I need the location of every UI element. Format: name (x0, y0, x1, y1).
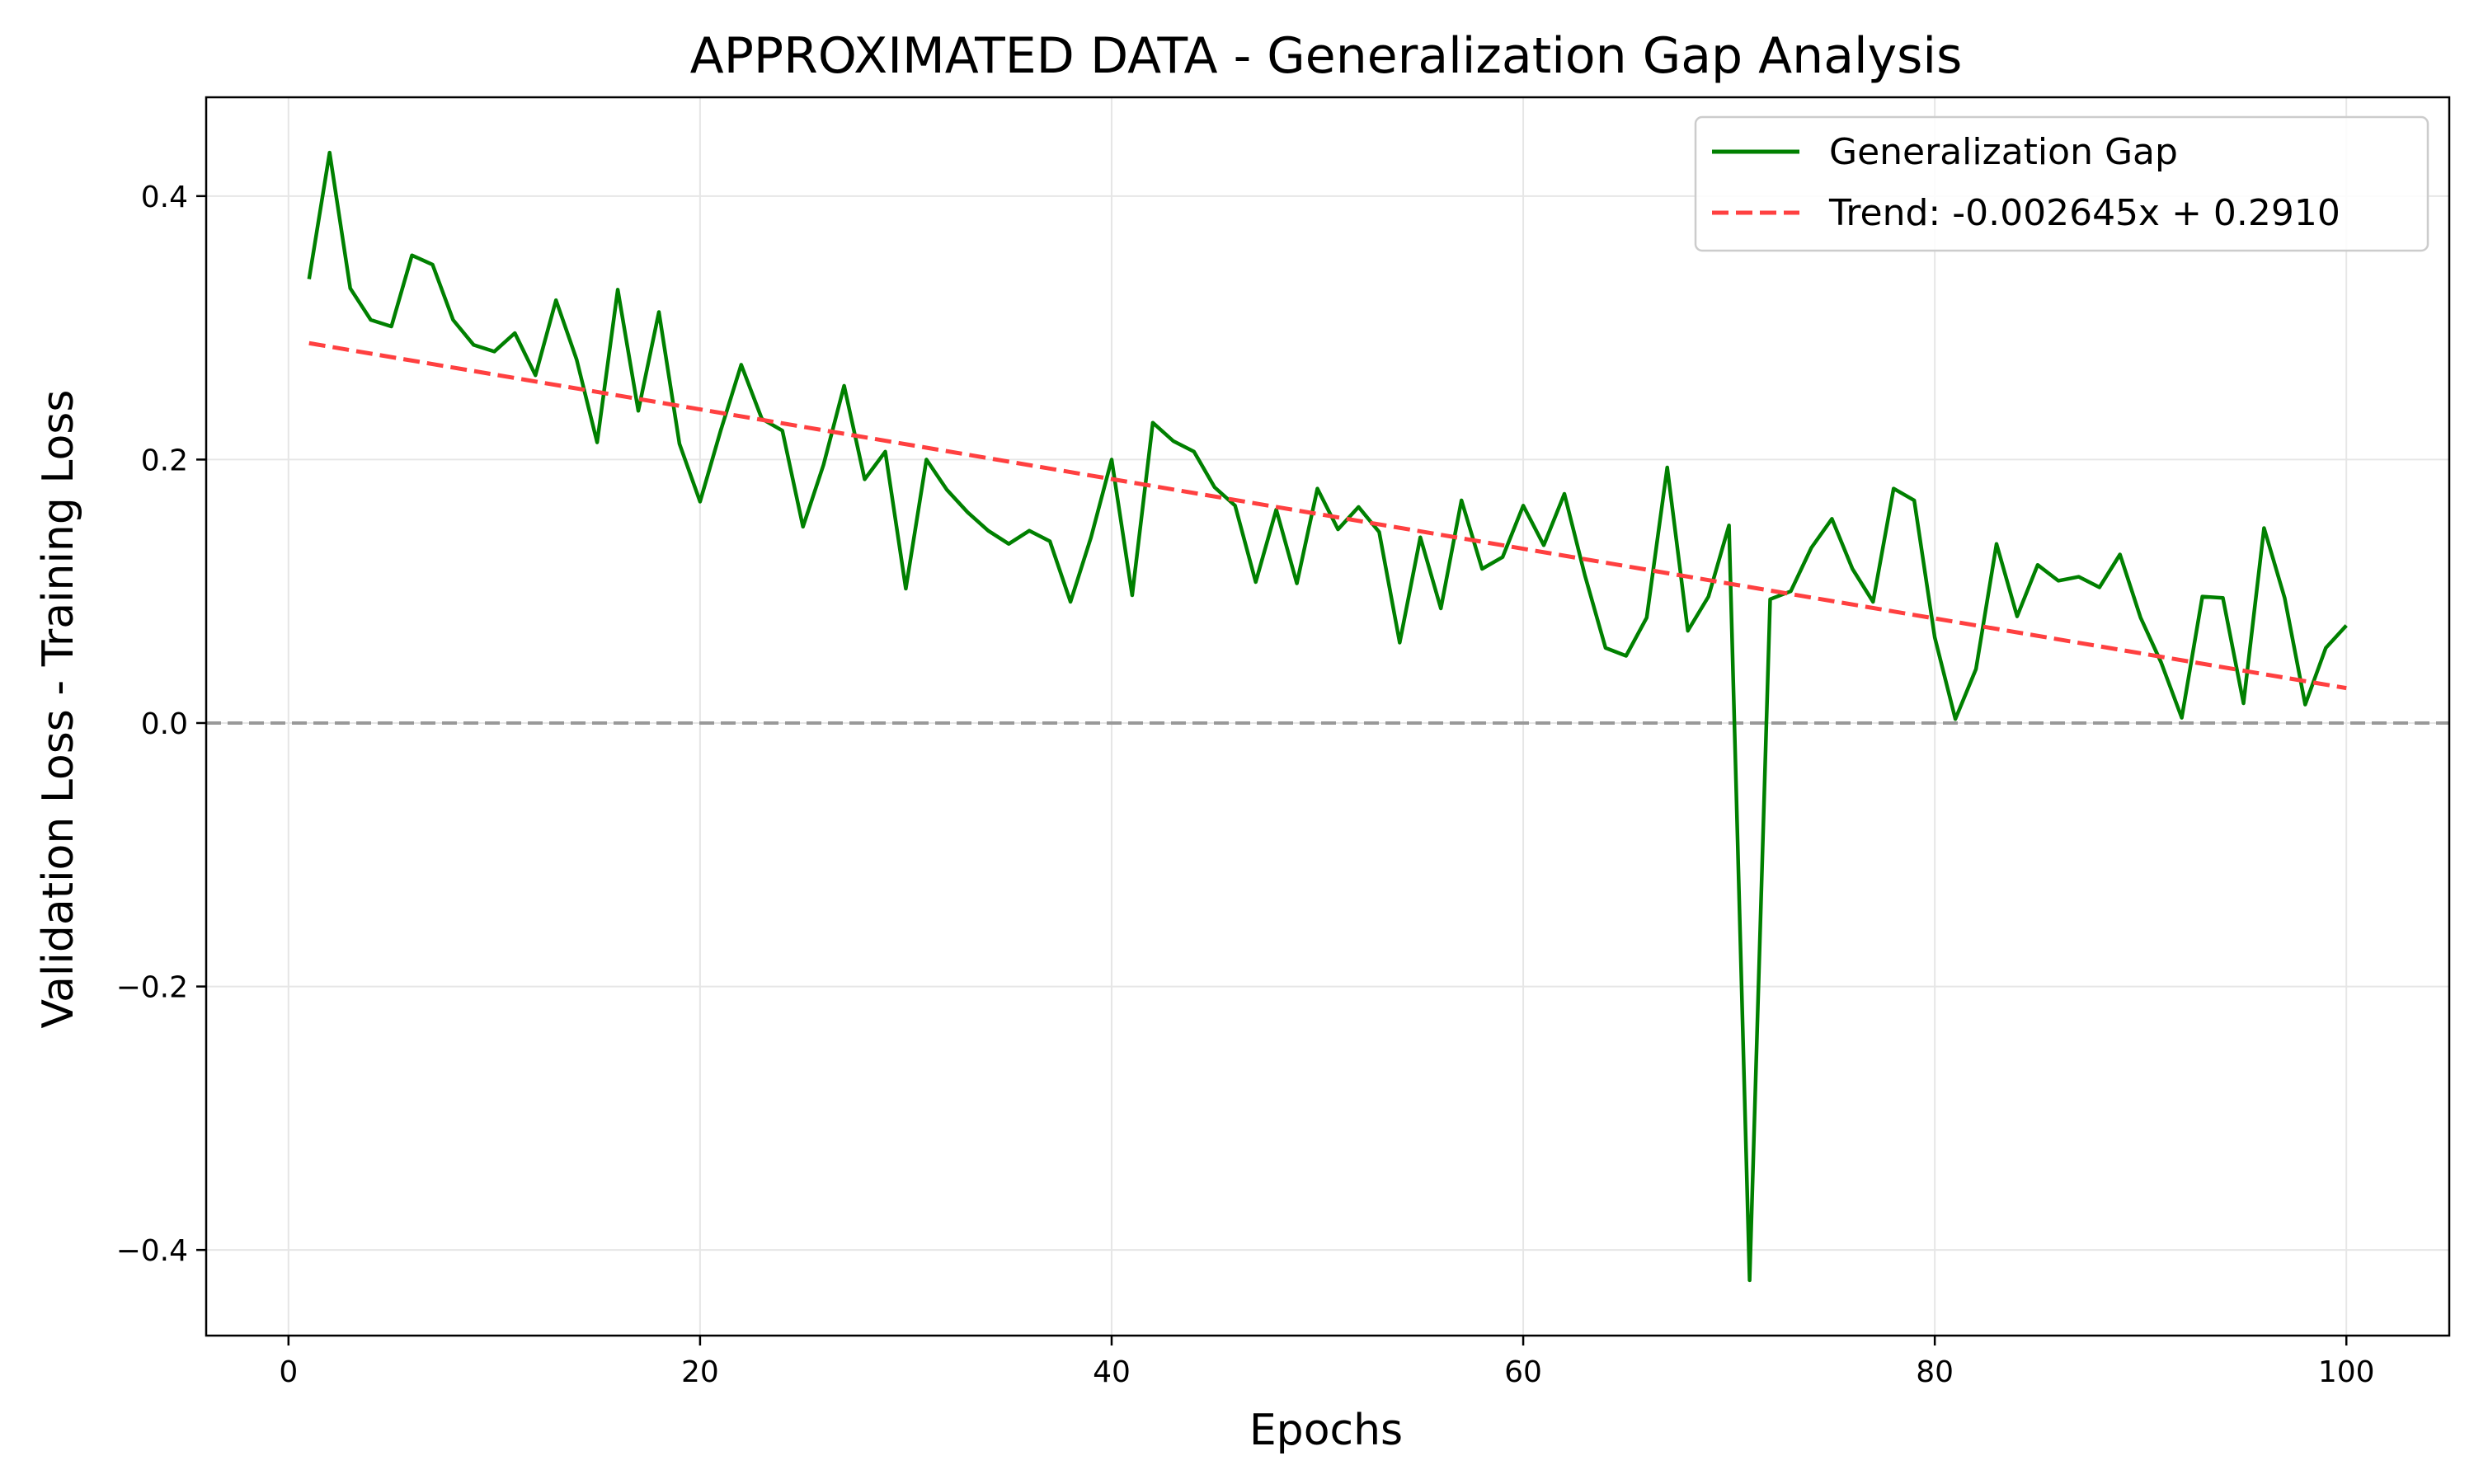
y-tick-label: −0.4 (116, 1234, 188, 1268)
plot-area-frame (205, 96, 2451, 1337)
x-tick-label: 40 (1093, 1355, 1131, 1389)
x-tick-label: 60 (1504, 1355, 1542, 1389)
ticks: 0 20 40 60 80 100 −0.4 −0.2 0.0 0.2 0.4 (116, 181, 2375, 1389)
series-group (307, 150, 2348, 1283)
x-tick-label: 80 (1916, 1355, 1954, 1389)
x-tick-label: 0 (279, 1355, 298, 1389)
x-tick-label: 100 (2318, 1355, 2375, 1389)
x-axis-label: Epochs (1249, 1406, 1403, 1455)
chart-title: APPROXIMATED DATA - Generalization Gap A… (690, 27, 1963, 85)
series-generalization-gap (307, 150, 2348, 1283)
x-tick-label: 20 (681, 1355, 719, 1389)
y-tick-label: −0.2 (116, 971, 188, 1005)
y-tick-label: 0.4 (141, 181, 188, 214)
y-tick-label: 0.0 (141, 707, 188, 741)
series-trend-line (308, 340, 2347, 691)
y-tick-label: 0.2 (141, 444, 188, 477)
legend-label-gap: Generalization Gap (1829, 131, 2178, 173)
legend: Generalization Gap Trend: -0.002645x + 0… (1694, 115, 2429, 252)
legend-label-trend: Trend: -0.002645x + 0.2910 (1828, 192, 2340, 234)
grid (206, 97, 2449, 1336)
y-axis-label: Validation Loss - Training Loss (34, 390, 83, 1029)
legend-box (1694, 115, 2429, 252)
